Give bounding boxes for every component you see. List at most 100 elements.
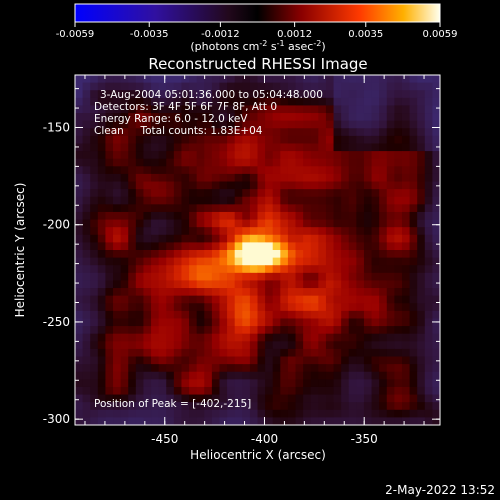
heatmap-cell bbox=[348, 280, 357, 289]
heatmap-cell bbox=[280, 394, 289, 403]
heatmap-cell bbox=[363, 158, 372, 167]
heatmap-cell bbox=[75, 234, 83, 243]
heatmap-cell bbox=[143, 318, 152, 327]
heatmap-cell bbox=[97, 409, 106, 418]
heatmap-cell bbox=[120, 143, 129, 152]
heatmap-cell bbox=[181, 97, 190, 106]
heatmap-cell bbox=[325, 158, 334, 167]
heatmap-cell bbox=[128, 341, 137, 350]
heatmap-cell bbox=[219, 303, 228, 312]
y-tick-label: -300 bbox=[43, 412, 70, 426]
heatmap-cell bbox=[341, 333, 350, 342]
heatmap-cell bbox=[257, 318, 266, 327]
heatmap-cell bbox=[128, 211, 137, 220]
heatmap-cell bbox=[227, 341, 236, 350]
heatmap-cell bbox=[363, 128, 372, 137]
heatmap-cell bbox=[120, 204, 129, 213]
heatmap-cell bbox=[173, 364, 182, 373]
heatmap-cell bbox=[272, 356, 281, 365]
heatmap-cell bbox=[211, 166, 220, 175]
heatmap-cell bbox=[128, 402, 137, 411]
heatmap-cell bbox=[75, 211, 83, 220]
heatmap-cell bbox=[211, 356, 220, 365]
heatmap-cell bbox=[204, 135, 213, 144]
heatmap-cell bbox=[348, 318, 357, 327]
heatmap-cell bbox=[386, 120, 395, 129]
heatmap-cell bbox=[394, 196, 403, 205]
heatmap-cell bbox=[173, 333, 182, 342]
heatmap-cell bbox=[417, 166, 426, 175]
heatmap-cell bbox=[348, 356, 357, 365]
heatmap-cell bbox=[348, 417, 357, 426]
heatmap-cell bbox=[318, 211, 327, 220]
heatmap-cell bbox=[424, 326, 433, 335]
heatmap-cell bbox=[424, 90, 433, 99]
heatmap-cell bbox=[219, 219, 228, 228]
heatmap-cell bbox=[158, 120, 167, 129]
heatmap-cell bbox=[371, 341, 380, 350]
heatmap-cell bbox=[242, 326, 251, 335]
heatmap-cell bbox=[242, 356, 251, 365]
heatmap-cell bbox=[295, 196, 304, 205]
heatmap-cell bbox=[325, 379, 334, 388]
heatmap-cell bbox=[173, 166, 182, 175]
heatmap-cell bbox=[409, 211, 418, 220]
heatmap-cell bbox=[363, 151, 372, 160]
heatmap-cell bbox=[257, 166, 266, 175]
heatmap-cell bbox=[158, 113, 167, 122]
heatmap-cell bbox=[75, 196, 83, 205]
heatmap-cell bbox=[82, 75, 91, 84]
heatmap-cell bbox=[204, 120, 213, 129]
heatmap-cell bbox=[325, 341, 334, 350]
heatmap-cell bbox=[242, 189, 251, 198]
heatmap-cell bbox=[303, 113, 312, 122]
heatmap-cell bbox=[234, 371, 243, 380]
heatmap-cell bbox=[310, 257, 319, 266]
heatmap-cell bbox=[265, 265, 274, 274]
heatmap-cell bbox=[189, 151, 198, 160]
heatmap-cell bbox=[401, 90, 410, 99]
heatmap-cell bbox=[219, 97, 228, 106]
heatmap-cell bbox=[211, 219, 220, 228]
heatmap-cell bbox=[295, 173, 304, 182]
heatmap-cell bbox=[257, 181, 266, 190]
heatmap-cell bbox=[356, 265, 365, 274]
heatmap-cell bbox=[196, 204, 205, 213]
heatmap-cell bbox=[173, 151, 182, 160]
heatmap-cell bbox=[166, 242, 175, 251]
heatmap-cell bbox=[371, 356, 380, 365]
heatmap-cell bbox=[143, 310, 152, 319]
heatmap-cell bbox=[151, 196, 160, 205]
heatmap-cell bbox=[379, 371, 388, 380]
heatmap-cell bbox=[249, 295, 258, 304]
heatmap-cell bbox=[432, 158, 441, 167]
heatmap-cell bbox=[196, 120, 205, 129]
heatmap-cell bbox=[272, 105, 281, 114]
heatmap-cell bbox=[196, 364, 205, 373]
heatmap-cell bbox=[432, 135, 441, 144]
heatmap-cell bbox=[341, 120, 350, 129]
heatmap-cell bbox=[265, 113, 274, 122]
heatmap-cell bbox=[265, 402, 274, 411]
heatmap-cell bbox=[310, 333, 319, 342]
heatmap-cell bbox=[135, 356, 144, 365]
heatmap-cell bbox=[196, 333, 205, 342]
heatmap-cell bbox=[181, 288, 190, 297]
heatmap-cell bbox=[166, 341, 175, 350]
heatmap-cell bbox=[181, 265, 190, 274]
heatmap-cell bbox=[242, 234, 251, 243]
heatmap-cell bbox=[113, 356, 122, 365]
heatmap-cell bbox=[310, 356, 319, 365]
heatmap-cell bbox=[128, 204, 137, 213]
heatmap-cell bbox=[318, 242, 327, 251]
heatmap-cell bbox=[341, 105, 350, 114]
heatmap-cell bbox=[371, 371, 380, 380]
heatmap-cell bbox=[143, 151, 152, 160]
heatmap-cell bbox=[105, 82, 114, 91]
heatmap-cell bbox=[356, 348, 365, 357]
heatmap-cell bbox=[120, 211, 129, 220]
heatmap-cell bbox=[356, 333, 365, 342]
heatmap-cell bbox=[219, 242, 228, 251]
heatmap-cell bbox=[82, 386, 91, 395]
heatmap-cell bbox=[211, 310, 220, 319]
